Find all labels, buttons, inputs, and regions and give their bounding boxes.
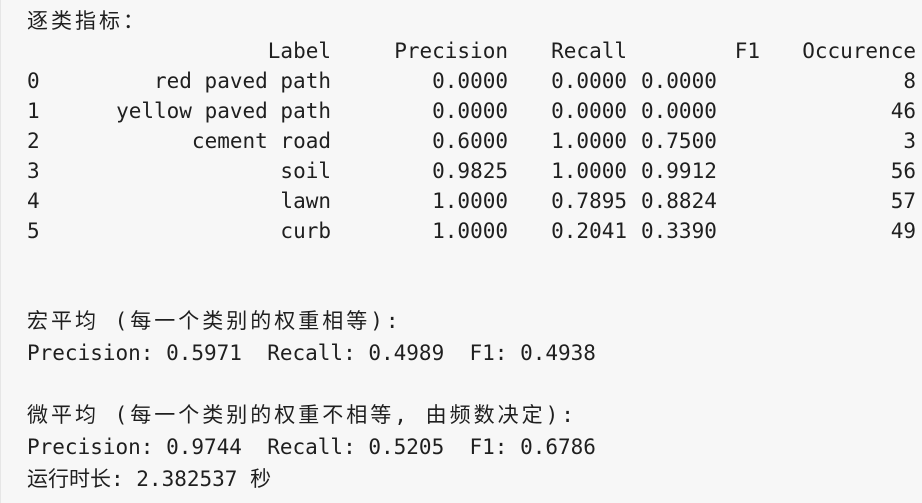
row-precision: 1.0000 bbox=[432, 219, 508, 243]
row-precision: 0.9825 bbox=[432, 159, 508, 183]
table-header-row: Label Precision Recall F1 Occurence bbox=[27, 36, 916, 66]
row-index: 5 bbox=[27, 219, 40, 243]
row-f1: 0.0000 bbox=[641, 99, 717, 123]
column-header-occurence: Occurence bbox=[802, 39, 916, 63]
macro-average-values: Precision: 0.5971 Recall: 0.4989 F1: 0.4… bbox=[27, 341, 596, 365]
row-recall: 0.0000 bbox=[551, 69, 627, 93]
table-row: 1 yellow paved path 0.0000 0.0000 0.0000… bbox=[27, 96, 916, 126]
row-f1: 0.8824 bbox=[641, 189, 717, 213]
column-header-index bbox=[27, 36, 59, 66]
table-row: 4 lawn 1.0000 0.7895 0.8824 57 bbox=[27, 186, 916, 216]
row-precision: 0.0000 bbox=[432, 69, 508, 93]
row-index: 1 bbox=[27, 99, 40, 123]
macro-average-title: 宏平均 (每一个类别的权重相等): bbox=[27, 309, 402, 333]
table-row: 0 red paved path 0.0000 0.0000 0.0000 8 bbox=[27, 66, 916, 96]
row-label: curb bbox=[280, 219, 331, 243]
row-recall: 1.0000 bbox=[551, 129, 627, 153]
row-precision: 0.6000 bbox=[432, 129, 508, 153]
column-header-f1: F1 bbox=[734, 39, 760, 63]
row-index: 0 bbox=[27, 69, 40, 93]
row-recall: 0.7895 bbox=[551, 189, 627, 213]
row-label: red paved path bbox=[153, 69, 331, 93]
metrics-table: Label Precision Recall F1 Occurence 0 re… bbox=[27, 36, 916, 246]
runtime-text: 运行时长: 2.382537 秒 bbox=[27, 467, 272, 491]
row-label: yellow paved path bbox=[116, 99, 331, 123]
row-f1: 0.0000 bbox=[641, 69, 717, 93]
row-precision: 1.0000 bbox=[432, 189, 508, 213]
column-header-label: Label bbox=[267, 39, 331, 63]
row-index: 4 bbox=[27, 189, 40, 213]
column-header-precision: Precision bbox=[394, 39, 508, 63]
table-row: 5 curb 1.0000 0.2041 0.3390 49 bbox=[27, 216, 916, 246]
row-recall: 1.0000 bbox=[551, 159, 627, 183]
row-label: lawn bbox=[280, 189, 331, 213]
column-header-recall: Recall bbox=[551, 39, 627, 63]
table-row: 2 cement road 0.6000 1.0000 0.7500 3 bbox=[27, 126, 916, 156]
row-label: soil bbox=[280, 159, 331, 183]
micro-average-values: Precision: 0.9744 Recall: 0.5205 F1: 0.6… bbox=[27, 435, 596, 459]
row-precision: 0.0000 bbox=[432, 99, 508, 123]
row-occurence: 56 bbox=[890, 159, 916, 183]
row-index: 2 bbox=[27, 129, 40, 153]
row-occurence: 57 bbox=[890, 189, 916, 213]
table-row: 3 soil 0.9825 1.0000 0.9912 56 bbox=[27, 156, 916, 186]
per-class-metrics-header: 逐类指标： bbox=[27, 9, 147, 33]
row-occurence: 3 bbox=[903, 129, 916, 153]
row-index: 3 bbox=[27, 159, 40, 183]
row-occurence: 8 bbox=[903, 69, 916, 93]
row-recall: 0.2041 bbox=[551, 219, 627, 243]
row-f1: 0.9912 bbox=[641, 159, 717, 183]
row-recall: 0.0000 bbox=[551, 99, 627, 123]
row-f1: 0.3390 bbox=[641, 219, 717, 243]
micro-average-title: 微平均 (每一个类别的权重不相等, 由频数决定): bbox=[27, 403, 577, 427]
row-occurence: 46 bbox=[890, 99, 916, 123]
row-label: cement road bbox=[191, 129, 331, 153]
row-occurence: 49 bbox=[890, 219, 916, 243]
row-f1: 0.7500 bbox=[641, 129, 717, 153]
